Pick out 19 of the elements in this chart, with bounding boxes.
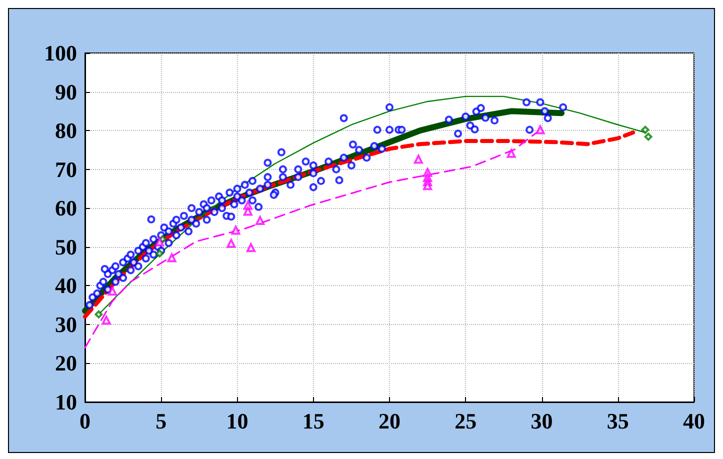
x-tick-label: 35 bbox=[606, 408, 629, 434]
y-tick-label: 90 bbox=[55, 79, 77, 104]
y-tick-label: 100 bbox=[44, 40, 77, 66]
y-tick-label: 50 bbox=[55, 234, 77, 260]
x-tick-label: 20 bbox=[378, 408, 400, 434]
x-tick-label: 30 bbox=[530, 408, 553, 434]
x-tick-label: 0 bbox=[80, 408, 90, 434]
y-tick-label: 40 bbox=[55, 273, 77, 298]
y-tick-label: 60 bbox=[55, 196, 77, 221]
y-tick-label: 80 bbox=[55, 118, 77, 144]
x-tick-label: 10 bbox=[226, 408, 248, 434]
y-tick-label: 30 bbox=[55, 312, 77, 337]
x-tick-label: 25 bbox=[454, 408, 477, 434]
x-tick-label: 5 bbox=[156, 408, 167, 434]
x-tick-label: 15 bbox=[302, 408, 324, 434]
y-tick-label: 20 bbox=[55, 350, 77, 376]
y-tick-label: 10 bbox=[55, 390, 77, 414]
y-tick-label: 70 bbox=[55, 156, 77, 182]
x-tick-label: 40 bbox=[683, 408, 705, 434]
